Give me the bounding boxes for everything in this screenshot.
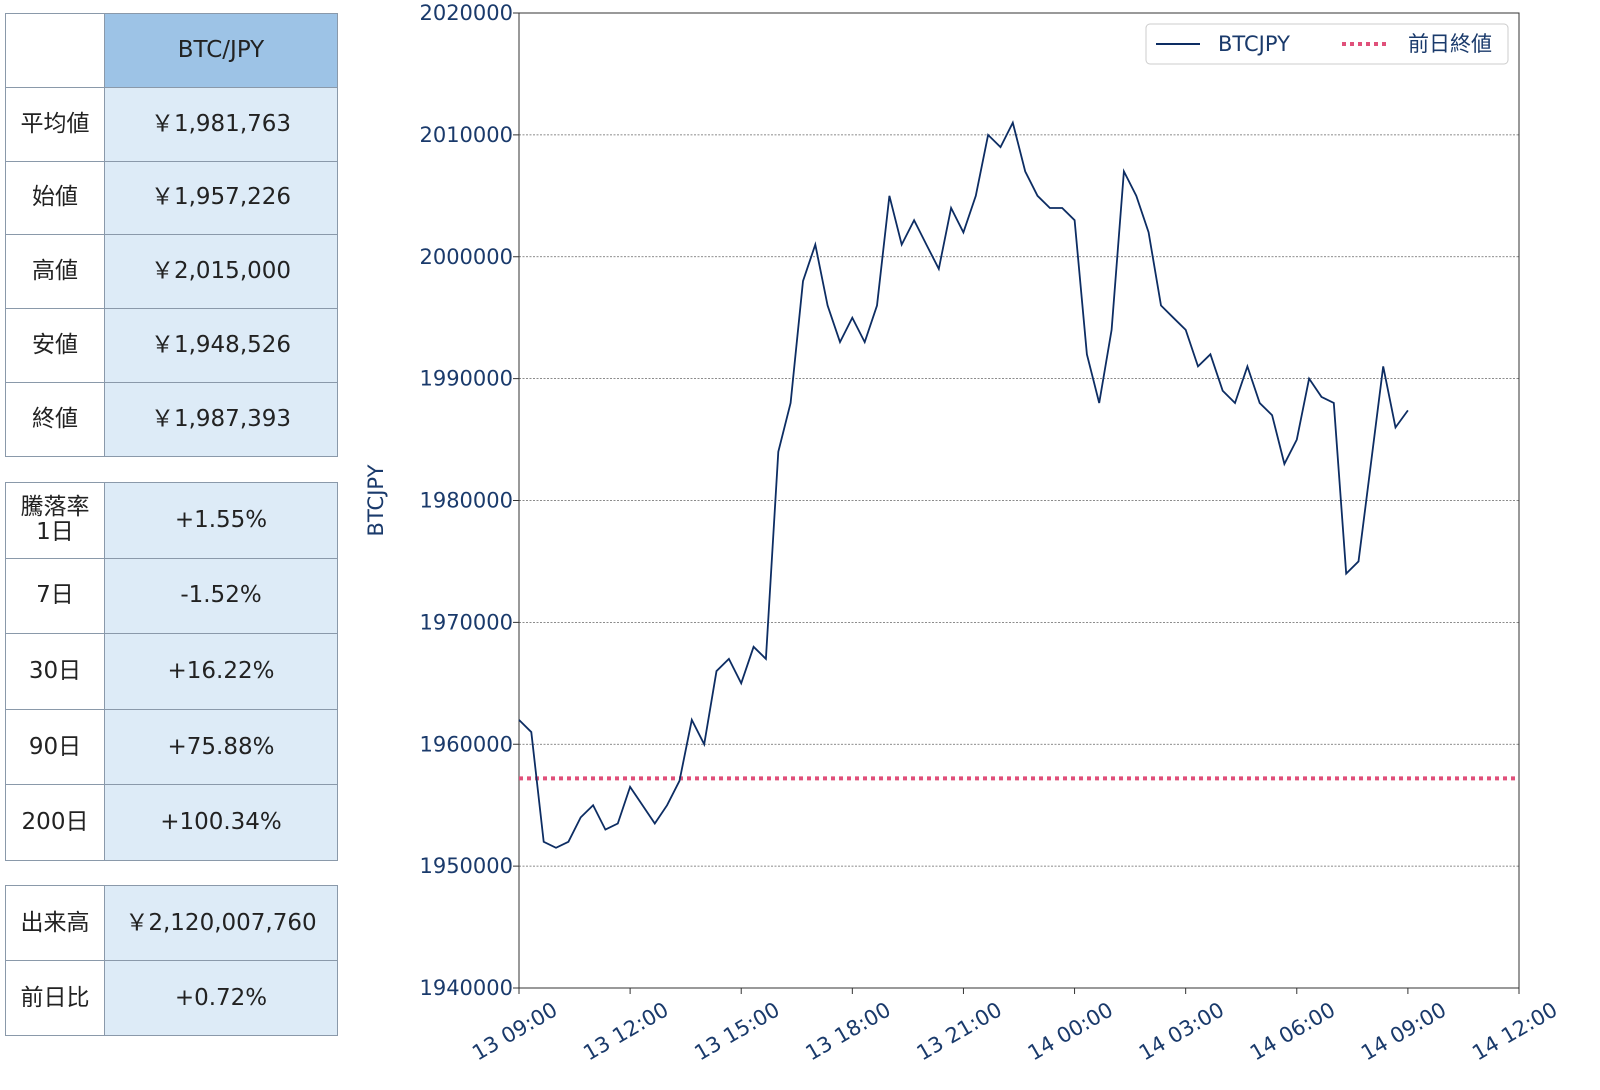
x-tick-label: 14 06:00	[1246, 998, 1339, 1066]
plot-frame	[518, 12, 1520, 989]
legend-label: BTCJPY	[1218, 32, 1290, 56]
table-row: 200日 +100.34%	[5, 784, 338, 861]
row-value: ￥2,015,000	[104, 234, 338, 310]
row-label: 終値	[5, 381, 105, 457]
table-row: 終値 ￥1,987,393	[5, 381, 338, 457]
row-label: 出来高	[5, 885, 105, 961]
row-value: +75.88%	[104, 708, 338, 786]
row-value: +1.55%	[104, 482, 338, 559]
table-row: 30日 +16.22%	[5, 633, 338, 710]
row-label: 200日	[5, 784, 105, 861]
line-series	[518, 120, 1409, 849]
row-label: 90日	[5, 708, 105, 786]
x-tick-label: 13 18:00	[801, 998, 894, 1066]
row-value: ￥1,981,763	[104, 86, 338, 162]
x-tick-label: 13 15:00	[690, 998, 783, 1066]
row-value: ￥2,120,007,760	[104, 885, 338, 961]
y-axis-label: BTCJPY	[364, 464, 388, 536]
data-table: 出来高 ￥2,120,007,760 前日比 +0.72%	[5, 885, 338, 1036]
x-tick-label: 14 00:00	[1024, 998, 1117, 1066]
data-table: BTC/JPY 平均値 ￥1,981,763 始値 ￥1,957,226 高値 ￥2,015…	[5, 13, 338, 457]
data-table: 騰落率 1日 +1.55% 7日 -1.52% 30日 +16.22% 90日 +75.88%…	[5, 482, 338, 861]
table-row: 高値 ￥2,015,000	[5, 234, 338, 310]
y-tick-label: 2020000	[419, 1, 513, 25]
row-label: 始値	[5, 160, 105, 236]
row-value: -1.52%	[104, 557, 338, 635]
x-tick-label: 14 12:00	[1468, 998, 1561, 1066]
table-row: 騰落率 1日 +1.55%	[5, 482, 338, 559]
legend-box	[1145, 23, 1509, 65]
y-tick-label: 1960000	[419, 732, 513, 756]
row-label: 騰落率 1日	[5, 482, 105, 559]
y-tick-label: 2000000	[419, 245, 513, 269]
y-tick-label: 1990000	[419, 367, 513, 391]
table-row: 平均値 ￥1,981,763	[5, 86, 338, 162]
x-tick-label: 14 09:00	[1357, 998, 1450, 1066]
x-tick-label: 13 21:00	[913, 998, 1006, 1066]
y-tick-label: 2010000	[419, 123, 513, 147]
y-tick-label: 1970000	[419, 610, 513, 634]
y-tick-label: 1950000	[419, 854, 513, 878]
table-row: 出来高 ￥2,120,007,760	[5, 885, 338, 961]
row-value: +16.22%	[104, 633, 338, 710]
row-label: 平均値	[5, 86, 105, 162]
x-tick-label: 14 03:00	[1135, 998, 1228, 1066]
table-row: 始値 ￥1,957,226	[5, 160, 338, 236]
row-value: ￥1,948,526	[104, 308, 338, 383]
x-tick-label: 13 12:00	[579, 998, 672, 1066]
row-value: ￥1,957,226	[104, 160, 338, 236]
y-tick-label: 1940000	[419, 976, 513, 1000]
row-value: +0.72%	[104, 960, 338, 1036]
row-label: 高値	[5, 234, 105, 310]
row-value: +100.34%	[104, 784, 338, 861]
table-cell	[5, 13, 105, 88]
x-tick-label: 13 09:00	[468, 998, 561, 1066]
table-row: 前日比 +0.72%	[5, 960, 338, 1036]
y-tick-label: 1980000	[419, 489, 513, 513]
row-value: ￥1,987,393	[104, 381, 338, 457]
legend-label: 前日終値	[1408, 32, 1492, 56]
row-label: 前日比	[5, 960, 105, 1036]
table-row: 90日 +75.88%	[5, 708, 338, 786]
